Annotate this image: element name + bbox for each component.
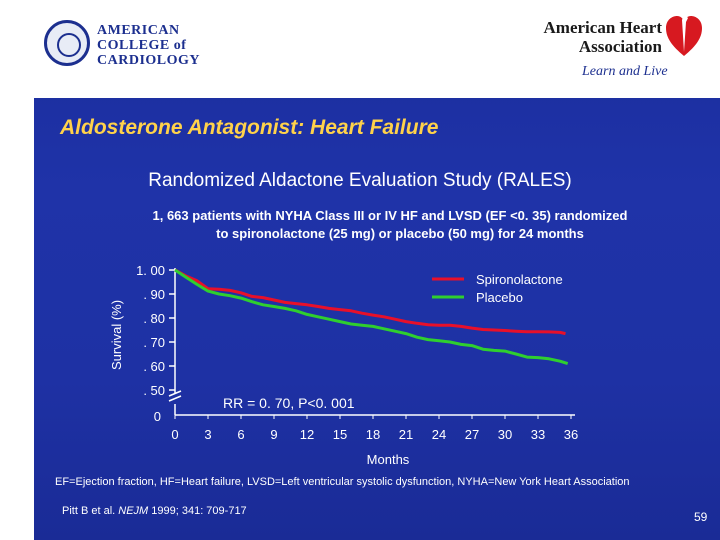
aha-heart-torch-icon (666, 14, 702, 56)
aha-logo-line1: American Heart (543, 18, 662, 37)
y-tick-label: . 90 (143, 287, 165, 302)
axis-break-mark (168, 395, 182, 402)
x-tick-label: 6 (237, 427, 244, 442)
x-tick-label: 30 (498, 427, 512, 442)
x-axis-label: Months (367, 452, 410, 467)
aha-logo-line2: Association (578, 37, 662, 56)
rr-annotation: RR = 0. 70, P<0. 001 (223, 395, 355, 411)
acc-seal-icon (44, 20, 90, 66)
study-description-line1: 1, 663 patients with NYHA Class III or I… (152, 208, 628, 223)
series-line-spironolactone (174, 268, 566, 336)
x-tick-label: 36 (564, 427, 578, 442)
acc-logo-text: AMERICAN COLLEGE of CARDIOLOGY (97, 23, 200, 68)
x-tick-label: 15 (333, 427, 347, 442)
x-tick-label: 33 (531, 427, 545, 442)
y-tick-label: . 70 (143, 335, 165, 350)
citation-details: 1999; 341: 709-717 (148, 505, 247, 517)
y-tick-label: . 50 (143, 383, 165, 398)
aha-tagline: Learn and Live (582, 64, 668, 79)
x-tick-label: 0 (171, 427, 178, 442)
abbreviation-footnote: EF=Ejection fraction, HF=Heart failure, … (55, 476, 630, 488)
x-tick-label: 9 (270, 427, 277, 442)
study-description-line2: to spironolactone (25 mg) or placebo (50… (216, 226, 584, 241)
y-tick-label: 1. 00 (136, 263, 165, 278)
y-zero-label: 0 (154, 409, 161, 424)
series-line-placebo (174, 268, 569, 366)
x-tick-label: 12 (300, 427, 314, 442)
acc-logo-line2: COLLEGE of (97, 38, 187, 53)
acc-logo-line3: CARDIOLOGY (97, 53, 201, 68)
legend-label-spironolactone: Spironolactone (476, 272, 563, 287)
x-tick-label: 3 (204, 427, 211, 442)
axis-break-mark (168, 390, 182, 397)
x-tick-label: 18 (366, 427, 380, 442)
slide-title: Aldosterone Antagonist: Heart Failure (60, 116, 439, 139)
page-number: 59 (694, 510, 708, 524)
aha-logo-text: American Heart Association (544, 18, 662, 56)
citation-authors: Pitt B et al. (62, 505, 119, 517)
y-axis-label: Survival (%) (109, 300, 124, 370)
slide-subtitle: Randomized Aldactone Evaluation Study (R… (148, 170, 572, 191)
logo-header-bar (34, 0, 720, 98)
x-tick-label: 21 (399, 427, 413, 442)
y-tick-label: . 80 (143, 311, 165, 326)
y-tick-label: . 60 (143, 359, 165, 374)
citation-journal: NEJM (118, 505, 149, 517)
x-tick-label: 24 (432, 427, 446, 442)
acc-logo-line1: AMERICAN (97, 23, 180, 38)
x-tick-label: 27 (465, 427, 479, 442)
legend-label-placebo: Placebo (476, 290, 523, 305)
citation: Pitt B et al. NEJM 1999; 341: 709-717 (62, 505, 247, 517)
